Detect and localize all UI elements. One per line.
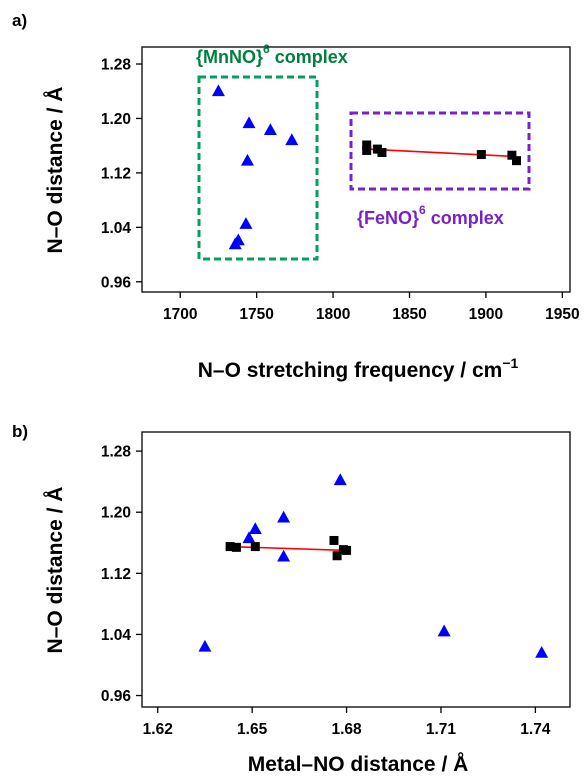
annotation-label-2: {FeNO}6 complex [357,203,504,228]
annotation-suffix: complex [270,47,348,67]
data-point-triangle [211,84,225,97]
data-point-triangle [248,522,262,534]
y-tick-label: 1.20 [101,111,131,128]
data-point-triangle [228,237,242,250]
data-point-square [250,542,260,552]
y-tick-label: 1.28 [101,444,132,461]
y-tick-label: 1.28 [101,57,132,74]
y-tick-label: 1.04 [101,220,132,237]
data-point-square [476,150,486,160]
data-point-triangle [239,217,253,229]
panel-label: b) [12,422,28,441]
annotation-superscript: 6 [419,203,426,217]
data-point-square [329,535,339,545]
annotation-suffix: complex [426,208,504,228]
annotation-superscript: 6 [263,42,270,56]
x-tick-label: 1.65 [237,721,268,738]
data-point-triangle [242,116,256,129]
data-point-triangle [242,531,256,544]
x-axis-title: N–O stretching frequency / cm−1 [198,355,519,382]
annotation-text: {FeNO} [357,208,419,228]
data-point-triangle [535,645,549,658]
data-point-square [342,545,352,555]
y-tick-label: 0.96 [101,274,132,291]
x-tick-label: 1.62 [143,721,173,738]
fit-line [230,545,347,552]
x-tick-label: 1700 [163,306,197,323]
data-point-triangle [285,133,299,146]
annotation-box-1 [197,75,319,261]
data-point-square [362,145,372,155]
x-tick-label: 1850 [392,306,426,323]
y-axis-title: N–O distance / Å [43,487,67,654]
data-point-triangle [263,123,277,135]
y-tick-label: 1.12 [101,165,131,182]
y-tick-label: 1.12 [101,566,131,583]
data-point-square [231,542,241,552]
x-axis-title: Metal–NO distance / Å [248,752,469,776]
data-point-triangle [240,153,254,166]
x-tick-label: 1.74 [520,721,551,738]
data-point-triangle [277,549,291,562]
data-point-square [377,147,387,157]
plot-frame [141,46,571,293]
plot-frame [141,431,571,708]
data-point-square [512,156,521,166]
data-point-square [225,542,235,552]
x-tick-label: 1750 [239,306,273,323]
data-point-square [362,140,372,150]
y-tick-label: 1.04 [101,627,132,644]
chart-panel-1: a) 1700 1750 1800 1850 1900 1950 0.96 1.04 1.12 1.… [12,11,580,382]
y-tick-label: 1.20 [101,505,131,522]
data-point-triangle [198,639,212,652]
data-point-square [332,551,342,561]
data-point-square [507,150,517,160]
data-point-triangle [333,473,347,486]
x-tick-label: 1.68 [331,721,362,738]
y-axis-title: N–O distance / Å [43,87,67,254]
x-tick-label: 1800 [316,306,350,323]
annotation-label-1: {MnNO}6 complex [196,42,348,67]
data-point-square [372,144,382,154]
data-point-triangle [437,624,451,637]
x-tick-label: 1900 [469,306,503,323]
chart-panel-2: b) 1.62 1.65 1.68 1.71 1.74 0.96 1.04 1.12 1.20 1.… [12,422,571,776]
x-axis-title-superscript: −1 [502,355,518,371]
fit-line [366,148,517,158]
annotation-text: {MnNO} [196,47,263,67]
data-point-triangle [277,510,291,523]
panel-label: a) [12,11,27,30]
annotation-box-2 [349,111,531,191]
x-tick-label: 1.71 [426,721,457,738]
y-tick-label: 0.96 [101,688,132,705]
x-tick-label: 1950 [545,306,579,323]
